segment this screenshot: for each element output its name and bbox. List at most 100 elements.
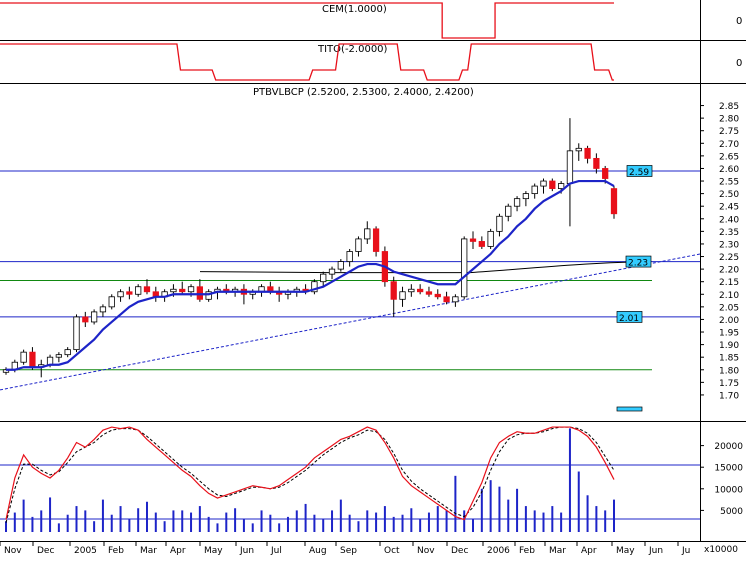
volume-tick-label: 5000 — [720, 507, 743, 517]
time-tick-label: 2006 — [487, 546, 510, 556]
candle-body — [549, 180, 556, 189]
time-tick-label: Dec — [37, 546, 54, 556]
price-tick-label: 2.75 — [719, 127, 739, 137]
tito-zero-tick: 0 — [736, 58, 742, 69]
price-tick-label: 2.70 — [719, 140, 739, 150]
time-axis: Nov Dec 2005 Feb Mar Apr May Jun Jul Aug Sep Oct Nov… — [0, 541, 690, 556]
candle-body — [434, 293, 441, 298]
candle-body — [320, 273, 327, 283]
price-tick-label: 2.80 — [719, 115, 739, 125]
candle-body — [99, 306, 107, 313]
time-tick-label: Sep — [340, 546, 357, 556]
price-tick-label: 2.10 — [719, 291, 739, 301]
price-tick-label: 2.35 — [719, 228, 739, 238]
panel-frames — [0, 0, 746, 542]
price-tick-label: 1.70 — [719, 391, 739, 401]
candle-body — [399, 291, 406, 300]
time-tick-label: May — [204, 546, 223, 556]
price-tick-label: 2.65 — [719, 152, 739, 162]
candle-body — [557, 183, 565, 189]
candle-body — [513, 198, 521, 207]
candle-body — [425, 291, 433, 295]
price-tick-label: 2.20 — [719, 266, 739, 276]
time-tick-label: Ju — [681, 546, 690, 556]
cem-indicator — [0, 2, 614, 39]
candle-body — [452, 296, 459, 303]
time-tick-label: Mar — [549, 546, 566, 556]
candle-body — [610, 188, 618, 215]
candle-body — [584, 147, 591, 159]
price-tick-label: 2.85 — [719, 102, 739, 112]
price-tag-label: 2.23 — [628, 259, 648, 269]
volume-tick-label: 10000 — [714, 485, 743, 495]
candle-body — [566, 150, 574, 184]
price-tick-label: 2.60 — [719, 165, 739, 175]
price-label: PTBVLBCP (2.5200, 2.5300, 2.4000, 2.4200… — [253, 87, 474, 98]
price-tag-label: 2.01 — [619, 314, 639, 324]
candle-body — [143, 286, 151, 293]
stochastic-oscillator — [0, 426, 700, 523]
price-tick-label: 2.00 — [719, 316, 739, 326]
candle-body — [461, 238, 468, 298]
time-tick-label: Apr — [170, 546, 186, 556]
candle-body — [575, 147, 582, 152]
stochastic-d-line — [5, 426, 615, 523]
price-tick-label: 1.90 — [719, 341, 739, 351]
price-tick-label: 2.55 — [719, 178, 739, 188]
time-tick-label: Mar — [140, 546, 157, 556]
stochastic-k-line — [5, 426, 615, 521]
volume-bars — [5, 428, 615, 532]
price-tag-box — [625, 255, 652, 268]
price-tick-label: 2.30 — [719, 240, 739, 250]
price-tick-label: 2.15 — [719, 278, 739, 288]
time-tick-label: May — [616, 546, 635, 556]
price-tick-label: 2.45 — [719, 203, 739, 213]
time-tick-label: Apr — [581, 546, 597, 556]
candle-body — [417, 288, 424, 293]
moving-average-line — [6, 179, 615, 371]
volume-tick-label: 20000 — [714, 442, 743, 452]
tito-label: TITO(-2.0000) — [317, 44, 388, 55]
moving-average — [6, 179, 615, 371]
candle-body — [531, 185, 538, 195]
candle-body — [73, 316, 80, 351]
candle-body — [135, 286, 142, 295]
candle-body — [496, 215, 503, 232]
candle-body — [29, 351, 36, 368]
candle-body — [337, 261, 344, 270]
candle-body — [187, 286, 195, 293]
time-tick-label: Oct — [384, 546, 400, 556]
candle-body — [602, 168, 609, 179]
price-tick-label: 1.80 — [719, 366, 739, 376]
time-tick-label: Jun — [239, 546, 254, 556]
price-tick-label: 2.05 — [719, 303, 739, 313]
candle-body — [505, 205, 512, 217]
price-tag-label: 2.59 — [629, 168, 649, 178]
price-tag-box — [616, 311, 643, 323]
candle-body — [55, 354, 63, 358]
candle-body — [487, 230, 494, 247]
time-tick-label: Jun — [648, 546, 663, 556]
candle-body — [311, 281, 318, 293]
candle-body — [390, 281, 397, 300]
price-tag-box — [626, 165, 653, 177]
price-tick-label: 2.25 — [719, 253, 739, 263]
cem-line — [0, 2, 614, 39]
time-tick-label: 2005 — [74, 546, 97, 556]
price-tick-label: 1.75 — [719, 379, 739, 389]
cem-label: CEM(1.0000) — [322, 4, 387, 15]
time-tick-label: Jul — [270, 546, 282, 556]
candle-body — [126, 291, 133, 295]
time-tick-label: Nov — [417, 546, 435, 556]
price-tag-box — [616, 406, 643, 412]
time-tick-label: Dec — [451, 546, 468, 556]
candle-body — [408, 288, 415, 293]
candle-body — [205, 291, 212, 300]
candle-body — [46, 356, 54, 366]
tito-line — [0, 43, 614, 81]
candle-body — [478, 241, 485, 247]
price-tick-label: 2.50 — [719, 190, 739, 200]
volume-axis: 20000 15000 10000 5000 — [700, 442, 743, 517]
